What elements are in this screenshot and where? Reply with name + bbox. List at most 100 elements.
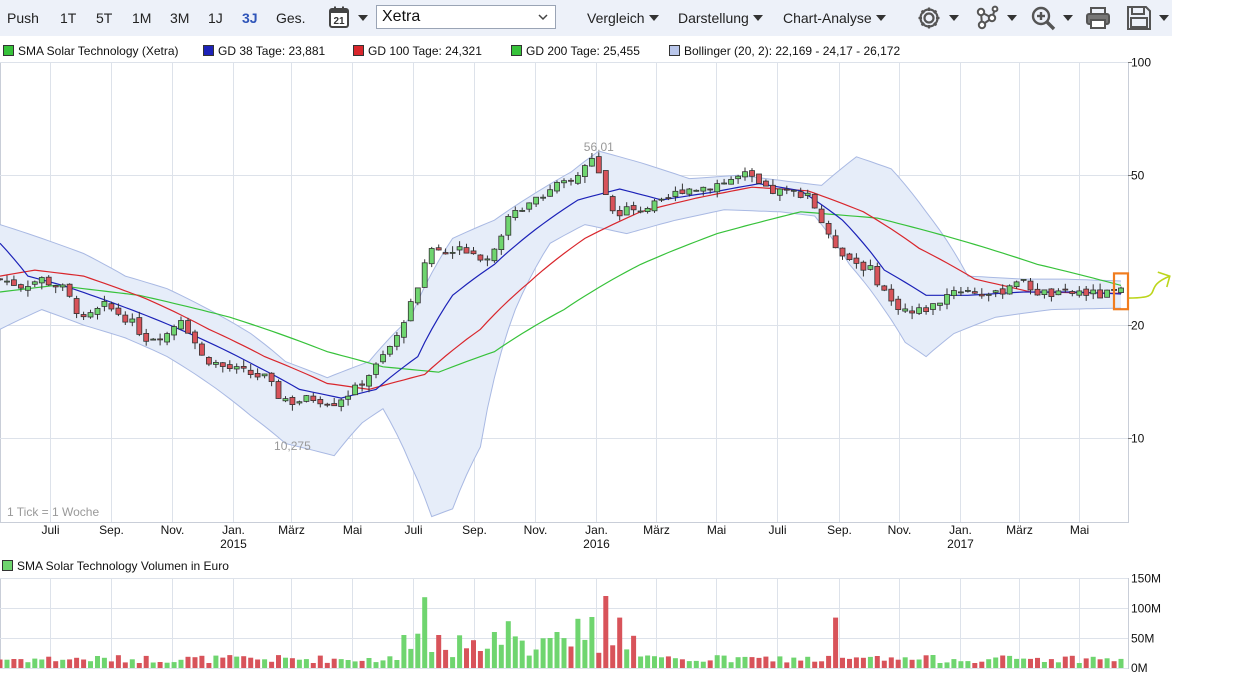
candle-body	[380, 354, 386, 363]
period-3j[interactable]: 3J	[242, 10, 258, 26]
candle-body	[324, 403, 331, 406]
candle	[714, 179, 721, 198]
volume-bar	[540, 638, 546, 668]
candle-body	[930, 303, 936, 310]
candle-body	[80, 314, 87, 318]
print-button[interactable]	[1085, 5, 1113, 29]
volume-bar	[707, 660, 713, 668]
candle	[38, 276, 45, 290]
volume-bar	[979, 661, 985, 668]
save-button[interactable]	[1126, 5, 1170, 30]
candle	[185, 317, 191, 334]
volume-bar	[53, 661, 59, 668]
x-tick-label: Nov.	[524, 523, 548, 537]
candle	[101, 295, 108, 312]
chart-toolbar: Push 1T 5T 1M 3M 1J 3J Ges. 21 Xetra Ver…	[0, 0, 1172, 36]
candle-body	[881, 285, 888, 291]
x-tick-label: Jan.	[949, 523, 972, 537]
menu-chart-analyse[interactable]: Chart-Analyse	[783, 9, 886, 27]
candle	[136, 311, 143, 337]
zoom-button[interactable]	[1030, 5, 1074, 31]
candle-body	[658, 198, 665, 201]
candle-body	[386, 345, 393, 355]
volume-bar	[0, 659, 3, 668]
candle-body	[505, 215, 512, 236]
candle-body	[1020, 278, 1027, 281]
menu-darstellung-label: Darstellung	[678, 10, 749, 26]
volume-bar	[331, 658, 337, 668]
candle-body	[582, 165, 588, 178]
candle-body	[609, 196, 616, 212]
candle	[1006, 284, 1013, 295]
volume-bar	[4, 659, 10, 668]
candle-body	[345, 395, 352, 400]
menu-vergleich[interactable]: Vergleich	[587, 9, 659, 27]
candle-body	[777, 188, 783, 196]
candle-body	[442, 252, 449, 255]
period-1t[interactable]: 1T	[60, 10, 77, 26]
candle-body	[526, 202, 533, 210]
candle	[679, 183, 686, 195]
volume-chart	[0, 596, 1124, 668]
candle	[923, 305, 929, 315]
candle	[463, 243, 470, 254]
period-3m[interactable]: 3M	[170, 10, 190, 26]
volume-y-tick-label: 50M	[1131, 632, 1154, 646]
candle-body	[94, 307, 101, 315]
volume-bar	[289, 658, 295, 668]
volume-bar	[283, 657, 288, 668]
candle-body	[763, 180, 769, 187]
bollinger-fill	[0, 151, 1121, 517]
volume-bar	[296, 659, 302, 668]
menu-chart-analyse-label: Chart-Analyse	[783, 10, 872, 26]
candle	[533, 196, 539, 207]
period-5t[interactable]: 5T	[96, 10, 113, 26]
volume-bar	[575, 618, 581, 668]
candle-body	[519, 209, 526, 212]
period-push[interactable]: Push	[7, 10, 39, 26]
calendar-button[interactable]: 21	[328, 5, 368, 29]
exchange-select[interactable]: Xetra	[376, 5, 556, 29]
candle-body	[491, 248, 498, 262]
candle	[623, 202, 630, 216]
volume-bar	[11, 659, 17, 668]
x-tick-label: Juli	[768, 523, 786, 537]
candle-body	[867, 265, 874, 270]
period-ges[interactable]: Ges.	[276, 10, 306, 26]
candle-body	[1006, 285, 1013, 295]
candle	[386, 345, 393, 357]
candle	[853, 253, 860, 269]
candle-body	[512, 209, 519, 218]
candle	[770, 179, 776, 195]
volume-bar	[74, 657, 80, 668]
candle-body	[1055, 290, 1062, 296]
candle	[164, 331, 171, 346]
volume-bar	[874, 656, 880, 668]
volume-bar	[665, 656, 671, 668]
x-tick-label: Juli	[41, 523, 59, 537]
volume-bar	[157, 662, 163, 668]
volume-bar	[1076, 663, 1082, 668]
candle	[965, 286, 971, 293]
volume-bar	[422, 597, 428, 668]
candle-body	[602, 170, 609, 196]
period-1j[interactable]: 1J	[208, 10, 223, 26]
menu-darstellung[interactable]: Darstellung	[678, 9, 763, 27]
candle-body	[31, 281, 38, 285]
calendar-day: 21	[333, 16, 345, 27]
network-button[interactable]	[974, 5, 1018, 30]
candle	[985, 292, 992, 302]
volume-bar	[129, 659, 135, 668]
volume-bar	[115, 655, 121, 668]
legend-entry-price: SMA Solar Technology (Xetra)	[3, 44, 179, 58]
bollinger-band	[0, 150, 1122, 518]
candle-body	[749, 170, 755, 177]
candle	[902, 303, 909, 313]
settings-button[interactable]	[916, 5, 960, 29]
candle-body	[623, 206, 630, 216]
candle	[1020, 278, 1027, 283]
candle	[1034, 283, 1041, 296]
candle	[582, 164, 588, 183]
period-1m[interactable]: 1M	[132, 10, 152, 26]
